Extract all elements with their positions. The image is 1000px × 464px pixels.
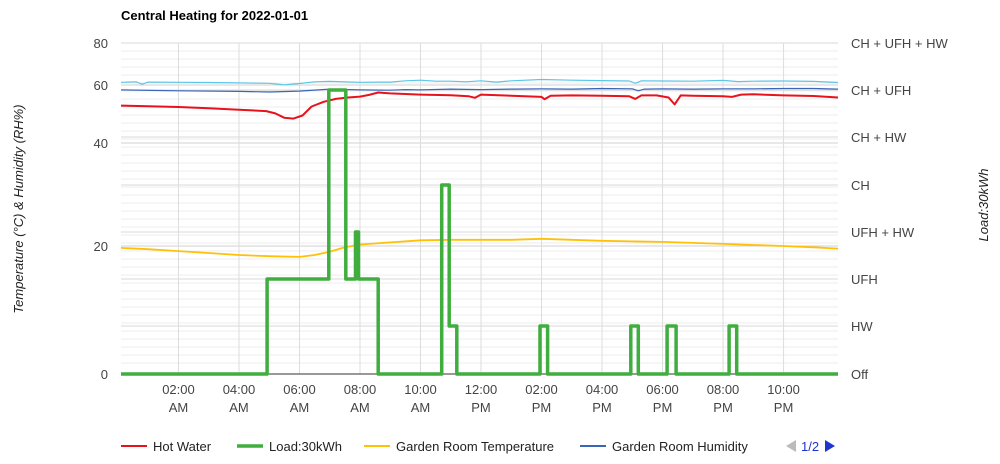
legend-pager[interactable]: 1/2 [786, 439, 835, 454]
x-tick-label-ampm: AM [229, 400, 249, 415]
x-tick-label: 04:00 [586, 382, 619, 397]
y-right-tick-label: UFH [851, 272, 878, 287]
pager-label: 1/2 [801, 439, 819, 454]
x-tick-label: 02:00 [525, 382, 558, 397]
x-tick-label: 12:00 [465, 382, 498, 397]
y-left-axis-ticks: 0 20 40 60 80 [94, 36, 108, 382]
legend-label: Load:30kWh [269, 439, 342, 454]
x-tick-label: 08:00 [707, 382, 740, 397]
chart-title: Central Heating for 2022-01-01 [121, 8, 308, 23]
series-line-0 [120, 91, 839, 120]
pager-prev-icon[interactable] [786, 440, 796, 452]
x-tick-label: 04:00 [223, 382, 256, 397]
x-tick-label-ampm: PM [592, 400, 612, 415]
pager-next-icon[interactable] [825, 440, 835, 452]
legend: Hot Water Load:30kWh Garden Room Temperatu… [121, 439, 748, 454]
legend-label: Hot Water [153, 439, 212, 454]
x-tick-label: 02:00 [162, 382, 195, 397]
x-axis-ticks: 02:00 AM 04:00 AM 06:00 AM 08:00 AM 10:00 AM 12:00… [162, 382, 800, 415]
x-tick-label-ampm: PM [653, 400, 673, 415]
x-tick-label-ampm: PM [713, 400, 733, 415]
x-tick-label: 10:00 [767, 382, 800, 397]
y-left-tick-label: 60 [94, 78, 108, 93]
x-tick-label-ampm: AM [411, 400, 431, 415]
x-tick-label-ampm: AM [169, 400, 189, 415]
y-right-tick-label: CH + UFH + HW [851, 36, 949, 51]
y-left-tick-label: 40 [94, 136, 108, 151]
x-tick-label-ampm: PM [532, 400, 552, 415]
series-line-4 [120, 78, 839, 86]
y-left-tick-label: 20 [94, 239, 108, 254]
legend-label: Garden Room Temperature [396, 439, 554, 454]
y-right-tick-label: CH + HW [851, 130, 907, 145]
series-line-1 [121, 88, 838, 376]
x-tick-label: 06:00 [283, 382, 316, 397]
y-left-tick-label: 80 [94, 36, 108, 51]
legend-label: Garden Room Humidity [612, 439, 748, 454]
series-lines [120, 78, 839, 376]
x-tick-label: 06:00 [646, 382, 679, 397]
x-tick-label: 08:00 [344, 382, 377, 397]
y-left-tick-label: 0 [101, 367, 108, 382]
y-right-tick-label: CH [851, 178, 870, 193]
y-right-axis-ticks: Off HW UFH UFH + HW CH CH + HW CH + UFH CH + UF… [851, 36, 949, 382]
y-right-tick-label: HW [851, 319, 873, 334]
y-right-tick-label: CH + UFH [851, 83, 911, 98]
x-tick-label: 10:00 [404, 382, 437, 397]
y-left-axis-title: Temperature (°C) & Humidity (RH%) [11, 104, 26, 313]
x-tick-label-ampm: PM [774, 400, 794, 415]
series-line-3 [120, 87, 839, 93]
y-right-tick-label: UFH + HW [851, 225, 915, 240]
x-tick-label-ampm: AM [290, 400, 310, 415]
series-line-2 [120, 237, 839, 258]
x-tick-label-ampm: PM [471, 400, 491, 415]
x-tick-label-ampm: AM [350, 400, 370, 415]
y-right-tick-label: Off [851, 367, 868, 382]
y-right-axis-title: Load:30kWh [976, 169, 991, 242]
